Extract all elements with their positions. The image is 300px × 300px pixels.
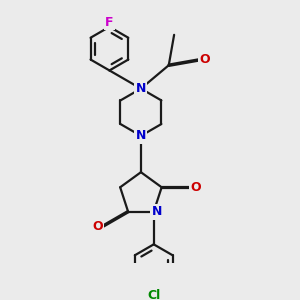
Text: N: N (152, 205, 162, 218)
Text: O: O (191, 181, 202, 194)
Text: O: O (92, 220, 103, 233)
Text: F: F (105, 16, 114, 29)
Text: N: N (136, 82, 146, 95)
Text: O: O (199, 53, 210, 66)
Text: Cl: Cl (147, 290, 160, 300)
Text: N: N (136, 129, 146, 142)
